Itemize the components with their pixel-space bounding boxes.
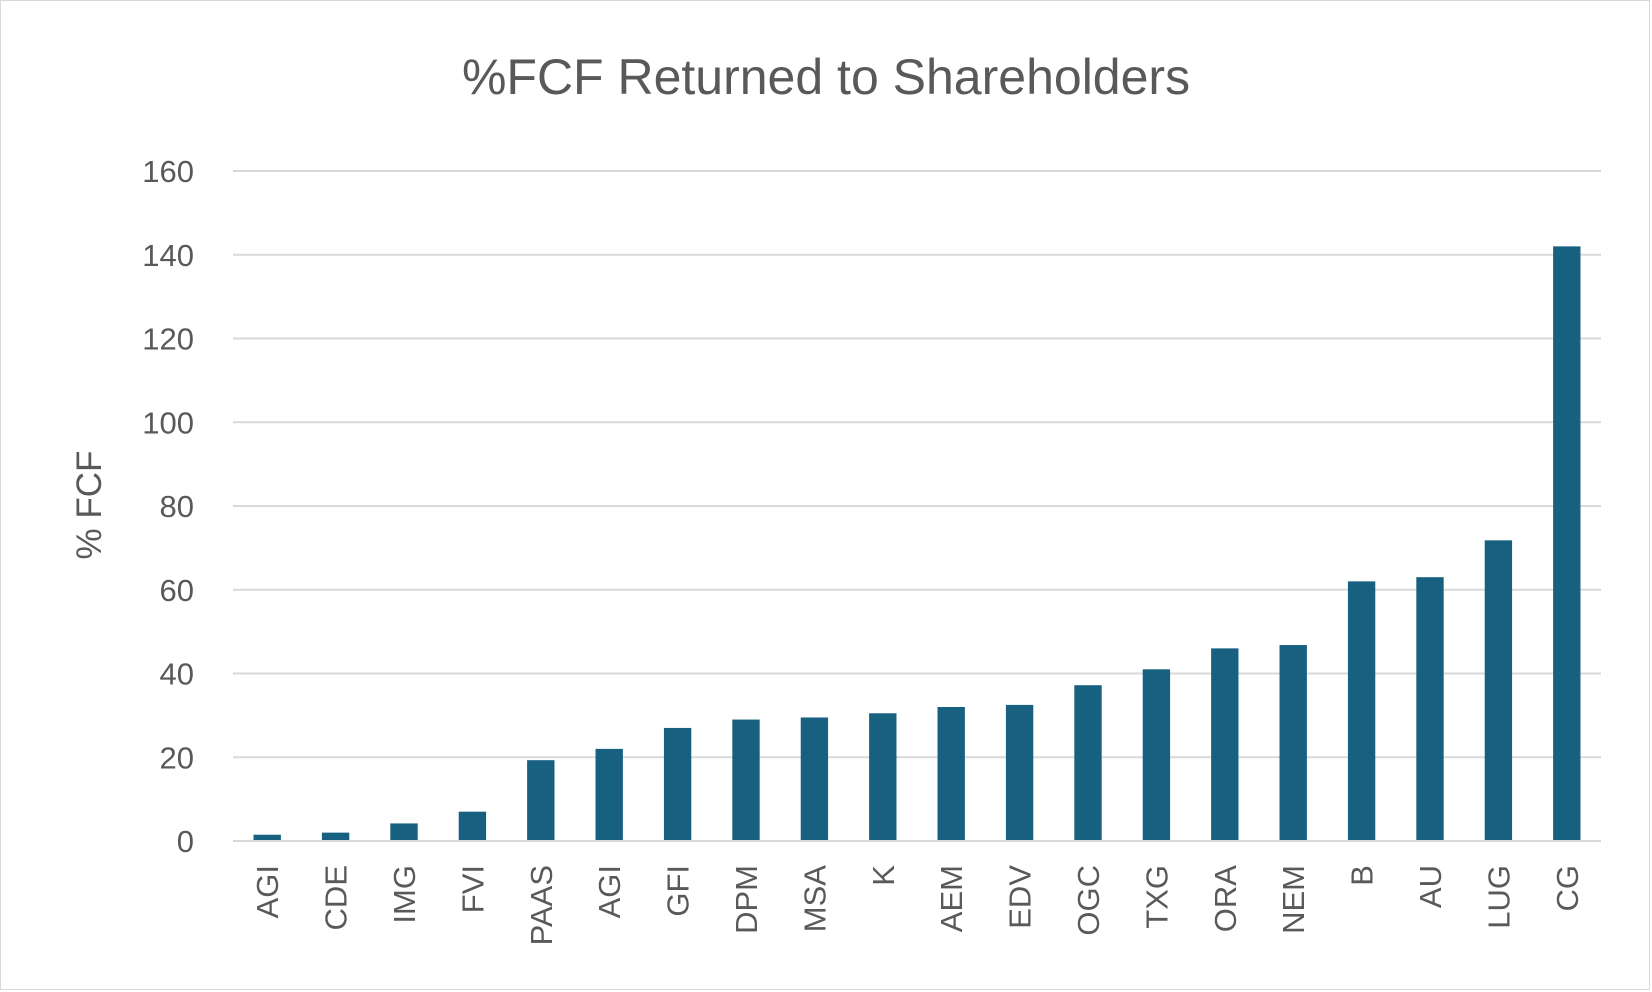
bar-msa	[800, 717, 829, 841]
x-tick-label: CDE	[319, 865, 354, 930]
y-tick-label: 100	[142, 405, 194, 440]
bar-gfi	[663, 727, 692, 841]
bar-paas	[527, 760, 555, 841]
y-tick-label: 60	[160, 573, 194, 608]
bar-agi	[253, 834, 281, 841]
bar-nem	[1279, 645, 1307, 841]
bar-img	[390, 823, 418, 841]
x-tick-label: K	[866, 865, 901, 886]
y-tick-label: 20	[160, 740, 194, 775]
x-tick-label: AU	[1413, 865, 1448, 908]
y-tick-label: 80	[160, 489, 194, 524]
bar-agi	[595, 748, 623, 841]
y-tick-label: 120	[142, 322, 194, 357]
x-tick-label: ORA	[1208, 865, 1243, 933]
x-tick-label: OGC	[1071, 865, 1106, 936]
bar-txg	[1142, 669, 1171, 841]
bar-au	[1416, 577, 1444, 841]
bar-dpm	[732, 719, 760, 841]
x-tick-label: NEM	[1276, 865, 1311, 934]
x-tick-label: MSA	[797, 865, 832, 933]
bar-b	[1347, 581, 1376, 841]
x-tick-label: LUG	[1481, 865, 1516, 929]
x-tick-label: GFI	[661, 865, 696, 917]
x-tick-label: B	[1345, 865, 1380, 886]
x-tick-label: DPM	[729, 865, 764, 934]
x-tick-label: IMG	[387, 865, 422, 924]
bar-lug	[1484, 540, 1513, 841]
bar-ogc	[1074, 685, 1102, 841]
y-tick-label: 40	[160, 657, 194, 692]
y-tick-labels: 0 20 40 60 80 100 120 140 160	[142, 154, 194, 859]
x-tick-label: PAAS	[524, 865, 559, 945]
bar-cg	[1553, 246, 1581, 841]
x-tick-label: AGI	[592, 865, 627, 918]
x-tick-label: AEM	[934, 865, 969, 932]
bar-k	[869, 713, 897, 841]
x-tick-label: EDV	[1003, 865, 1038, 929]
x-tick-label: TXG	[1139, 865, 1174, 929]
x-tick-label: CG	[1550, 865, 1585, 912]
bar-fvi	[458, 811, 487, 841]
x-tick-label: FVI	[455, 865, 490, 913]
y-tick-label: 160	[142, 154, 194, 189]
x-tick-label: AGI	[250, 865, 285, 918]
chart-title: %FCF Returned to Shareholders	[462, 49, 1190, 105]
bars	[253, 246, 1581, 841]
bar-aem	[937, 707, 965, 841]
x-tick-labels: AGI CDE IMG FVI PAAS AGI GFI DPM MSA K AEM EDV OGC TX…	[250, 865, 1585, 946]
gridlines	[233, 170, 1601, 759]
bar-edv	[1005, 704, 1034, 841]
bar-cde	[321, 832, 350, 841]
y-tick-label: 0	[177, 824, 194, 859]
y-tick-label: 140	[142, 238, 194, 273]
bar-ora	[1211, 648, 1239, 841]
y-axis-label: % FCF	[70, 451, 109, 560]
